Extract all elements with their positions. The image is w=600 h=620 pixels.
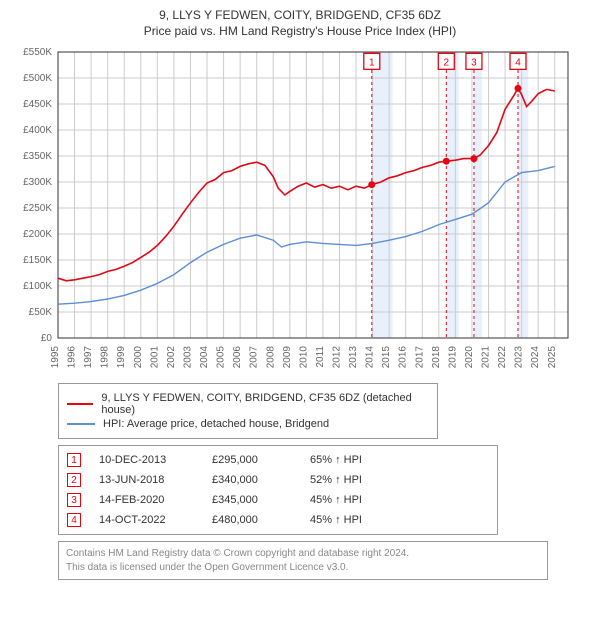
svg-text:2016: 2016 (398, 346, 409, 369)
sales-row: 3 14-FEB-2020 £345,000 45% ↑ HPI (65, 490, 491, 510)
svg-text:1998: 1998 (100, 346, 111, 369)
sales-row: 4 14-OCT-2022 £480,000 45% ↑ HPI (65, 510, 491, 530)
legend-label: 9, LLYS Y FEDWEN, COITY, BRIDGEND, CF35 … (101, 392, 429, 416)
svg-text:1997: 1997 (83, 346, 94, 369)
svg-text:2017: 2017 (414, 346, 425, 369)
sale-date: 13-JUN-2018 (99, 474, 194, 486)
svg-text:1996: 1996 (67, 346, 78, 369)
svg-text:2010: 2010 (298, 346, 309, 369)
svg-text:2007: 2007 (249, 346, 260, 369)
svg-text:2019: 2019 (447, 346, 458, 369)
svg-text:2008: 2008 (265, 346, 276, 369)
svg-text:2014: 2014 (365, 346, 376, 369)
sale-pct: 65% ↑ HPI (310, 454, 362, 466)
svg-text:2022: 2022 (497, 346, 508, 369)
svg-text:2020: 2020 (464, 346, 475, 369)
svg-text:£450K: £450K (23, 99, 52, 110)
chart-container: 9, LLYS Y FEDWEN, COITY, BRIDGEND, CF35 … (0, 0, 600, 590)
svg-text:2011: 2011 (315, 346, 326, 368)
sale-date: 14-FEB-2020 (99, 494, 194, 506)
sale-price: £340,000 (212, 474, 292, 486)
sale-pct: 45% ↑ HPI (310, 514, 362, 526)
sale-price: £480,000 (212, 514, 292, 526)
footer-line: This data is licensed under the Open Gov… (66, 561, 540, 575)
sale-date: 14-OCT-2022 (99, 514, 194, 526)
sales-row: 2 13-JUN-2018 £340,000 52% ↑ HPI (65, 470, 491, 490)
title-block: 9, LLYS Y FEDWEN, COITY, BRIDGEND, CF35 … (10, 8, 590, 38)
svg-text:£150K: £150K (23, 255, 52, 266)
chart: £0 £50K £100K £150K £200K £250K £300K £350K £400… (10, 44, 590, 377)
svg-text:£500K: £500K (23, 73, 52, 84)
svg-text:£250K: £250K (23, 203, 52, 214)
sale-marker-icon: 2 (67, 473, 81, 487)
svg-text:4: 4 (515, 57, 521, 68)
legend-swatch (67, 423, 95, 425)
legend-swatch (67, 403, 93, 405)
legend-item: 9, LLYS Y FEDWEN, COITY, BRIDGEND, CF35 … (67, 392, 429, 416)
svg-text:£100K: £100K (23, 281, 52, 292)
title-subtitle: Price paid vs. HM Land Registry's House … (10, 24, 590, 38)
svg-text:2000: 2000 (133, 346, 144, 369)
legend-label: HPI: Average price, detached house, Brid… (103, 418, 329, 430)
svg-text:2009: 2009 (282, 346, 293, 369)
svg-text:£200K: £200K (23, 229, 52, 240)
sales-table: 1 10-DEC-2013 £295,000 65% ↑ HPI 2 13-JUN-201… (58, 445, 498, 535)
sale-marker-icon: 4 (67, 513, 81, 527)
svg-text:£300K: £300K (23, 177, 52, 188)
svg-text:2024: 2024 (530, 346, 541, 369)
svg-text:2025: 2025 (547, 346, 558, 369)
svg-text:2: 2 (444, 57, 450, 68)
svg-text:3: 3 (471, 57, 477, 68)
svg-text:£0: £0 (41, 333, 53, 344)
sale-price: £345,000 (212, 494, 292, 506)
svg-text:2005: 2005 (216, 346, 227, 369)
svg-text:1: 1 (369, 57, 375, 68)
svg-text:2004: 2004 (199, 346, 210, 369)
svg-text:2013: 2013 (348, 346, 359, 369)
sale-pct: 52% ↑ HPI (310, 474, 362, 486)
legend-item: HPI: Average price, detached house, Brid… (67, 418, 429, 430)
footer-line: Contains HM Land Registry data © Crown c… (66, 547, 540, 561)
svg-text:2021: 2021 (481, 346, 492, 369)
footer: Contains HM Land Registry data © Crown c… (58, 541, 548, 580)
svg-text:£350K: £350K (23, 151, 52, 162)
svg-text:£550K: £550K (23, 47, 52, 58)
svg-text:2015: 2015 (381, 346, 392, 369)
svg-text:1995: 1995 (50, 346, 61, 369)
sales-row: 1 10-DEC-2013 £295,000 65% ↑ HPI (65, 450, 491, 470)
legend: 9, LLYS Y FEDWEN, COITY, BRIDGEND, CF35 … (58, 383, 438, 439)
chart-svg: £0 £50K £100K £150K £200K £250K £300K £350K £400… (10, 44, 590, 374)
sale-date: 10-DEC-2013 (99, 454, 194, 466)
svg-text:2003: 2003 (182, 346, 193, 369)
svg-text:2018: 2018 (431, 346, 442, 369)
svg-text:2006: 2006 (232, 346, 243, 369)
svg-text:£50K: £50K (29, 307, 53, 318)
sale-pct: 45% ↑ HPI (310, 494, 362, 506)
title-address: 9, LLYS Y FEDWEN, COITY, BRIDGEND, CF35 … (10, 8, 590, 22)
svg-text:£400K: £400K (23, 125, 52, 136)
svg-text:2002: 2002 (166, 346, 177, 369)
svg-text:2012: 2012 (331, 346, 342, 369)
sale-price: £295,000 (212, 454, 292, 466)
svg-text:1999: 1999 (116, 346, 127, 369)
svg-text:2023: 2023 (514, 346, 525, 369)
sale-marker-icon: 3 (67, 493, 81, 507)
svg-text:2001: 2001 (149, 346, 160, 369)
sale-marker-icon: 1 (67, 453, 81, 467)
